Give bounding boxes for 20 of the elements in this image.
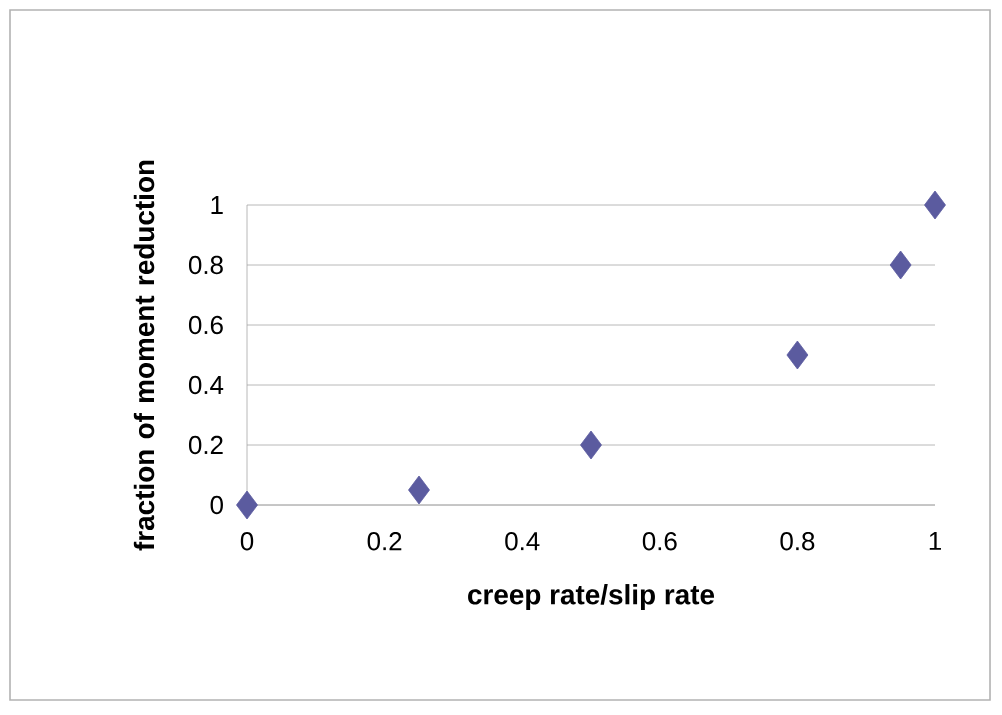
point (236, 490, 258, 520)
x-tick-label: 0.2 (367, 532, 402, 551)
y-tick-label: 0.4 (188, 375, 224, 395)
point (786, 340, 809, 370)
x-tick-label: 0 (240, 532, 254, 551)
x-tick-label: 0.8 (780, 532, 815, 551)
y-tick-label: 0.2 (188, 435, 223, 455)
point (889, 250, 912, 280)
x-axis-title: creep rate/slip rate (468, 584, 715, 611)
y-tick-label: 0.8 (188, 255, 223, 275)
x-tick-label: 0.6 (642, 532, 677, 551)
y-axis-title: fraction of moment reduction (133, 160, 155, 551)
y-tick-label: 0.6 (188, 315, 223, 335)
point (408, 475, 430, 505)
x-tick-label: 0.4 (505, 532, 540, 551)
point (924, 190, 946, 220)
x-tick-label: 1 (929, 532, 941, 550)
y-tick-label: 1 (211, 196, 223, 214)
y-tick-label: 0 (210, 495, 223, 515)
point (580, 430, 602, 460)
